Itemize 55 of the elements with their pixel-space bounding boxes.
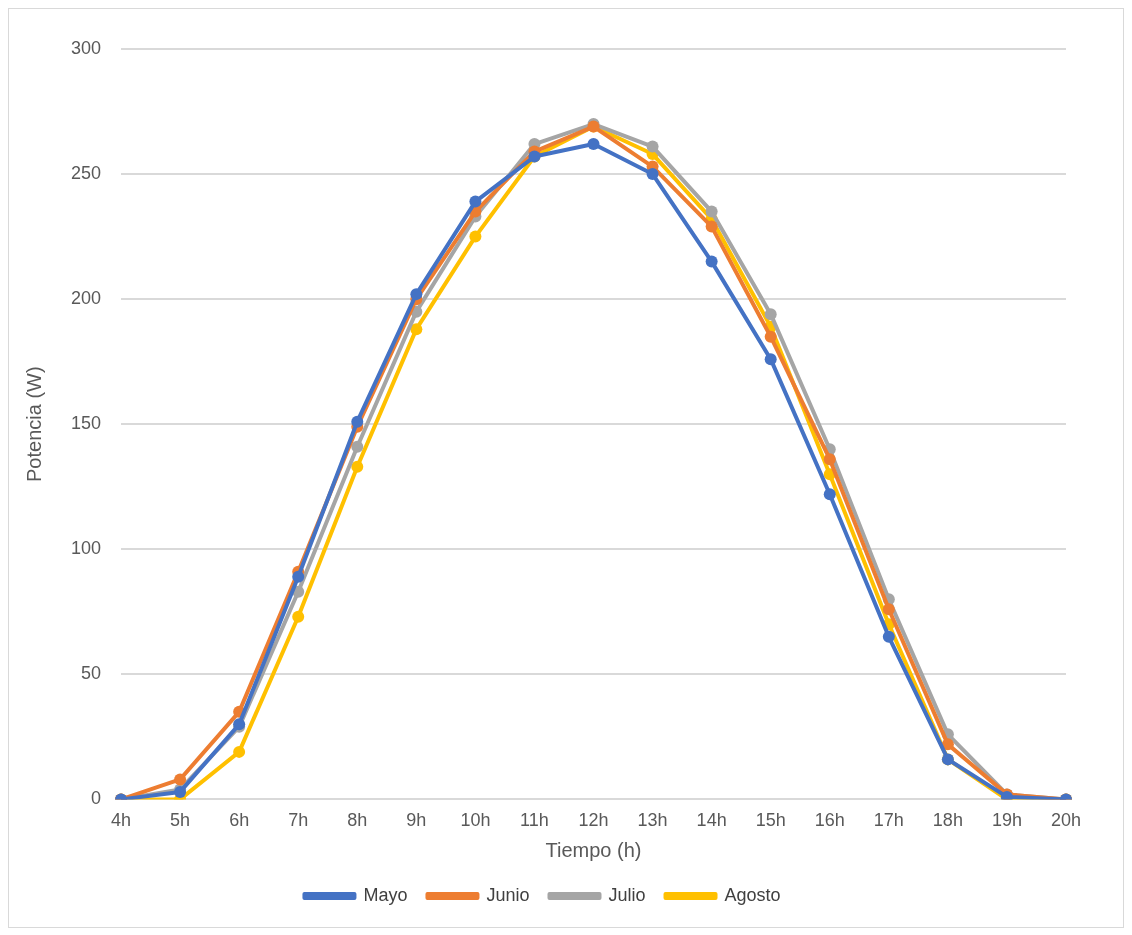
point (705, 220, 718, 233)
y-axis-title: Potencia (W) (22, 366, 45, 482)
x-tick-label: 5h (170, 810, 191, 831)
point (705, 205, 718, 218)
point (705, 255, 718, 268)
x-tick-label: 4h (111, 810, 132, 831)
point (764, 308, 777, 321)
x-tick-label: 7h (288, 810, 309, 831)
point (764, 330, 777, 343)
x-tick-label: 18h (932, 810, 963, 831)
point (233, 745, 246, 758)
y-tick-label: 0 (91, 788, 102, 809)
y-tick-label: 200 (70, 288, 102, 309)
legend-label: Junio (486, 884, 530, 905)
x-tick-label: 15h (755, 810, 786, 831)
point (764, 353, 777, 366)
legend-label: Agosto (724, 884, 781, 905)
point (823, 453, 836, 466)
x-tick-label: 13h (637, 810, 668, 831)
y-tick-label: 250 (70, 163, 102, 184)
x-tick-label: 8h (347, 810, 368, 831)
x-tick-label: 10h (460, 810, 491, 831)
point (646, 140, 659, 153)
x-tick-label: 20h (1050, 810, 1082, 831)
point (823, 488, 836, 501)
x-tick-label: 6h (229, 810, 250, 831)
legend-label: Julio (608, 884, 646, 905)
y-tick-label: 300 (70, 37, 102, 58)
point (410, 288, 423, 301)
y-tick-label: 150 (70, 413, 102, 434)
y-tick-label: 50 (81, 663, 102, 684)
point (351, 415, 364, 428)
y-tick-label: 100 (70, 538, 102, 559)
point (292, 610, 305, 623)
point (351, 460, 364, 473)
point (941, 738, 954, 751)
point (410, 323, 423, 336)
x-tick-label: 12h (578, 810, 609, 831)
x-tick-label: 19h (991, 810, 1022, 831)
point (882, 630, 895, 643)
x-tick-label: 11h (520, 810, 549, 831)
point (882, 603, 895, 616)
x-tick-label: 16h (814, 810, 845, 831)
x-tick-label: 14h (696, 810, 727, 831)
point (469, 230, 482, 243)
point (292, 570, 305, 583)
point (174, 773, 187, 786)
point (469, 195, 482, 208)
x-tick-label: 17h (873, 810, 904, 831)
point (351, 440, 364, 453)
point (646, 168, 659, 181)
point (587, 138, 600, 151)
legend-label: Mayo (363, 884, 408, 905)
x-tick-label: 9h (406, 810, 427, 831)
x-axis-title: Tiempo (h) (545, 838, 642, 861)
